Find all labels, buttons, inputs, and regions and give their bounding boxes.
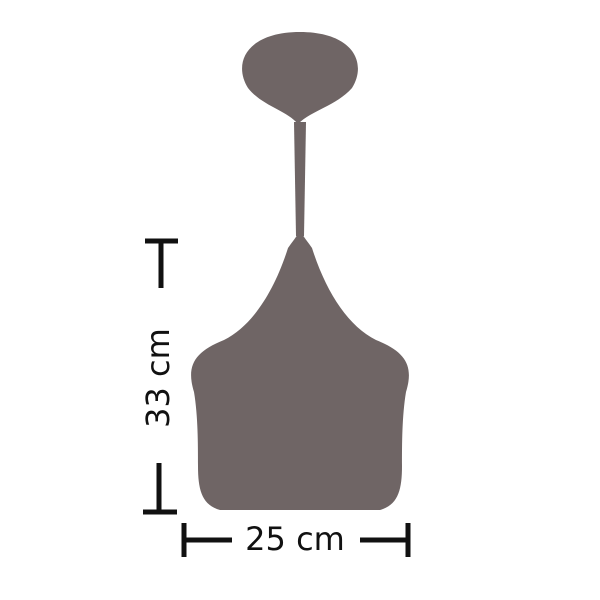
- ceiling-canopy: [242, 32, 358, 124]
- width-dimension-label: 25 cm: [245, 520, 345, 558]
- height-dimension-bottom-marker: [143, 463, 177, 515]
- height-dimension-top-marker: [145, 238, 178, 288]
- lamp-shade: [191, 230, 409, 510]
- width-dimension-left-marker: [181, 523, 232, 557]
- height-dimension-label: 33 cm: [139, 328, 177, 428]
- width-dimension-right-marker: [360, 523, 411, 557]
- lamp-cord: [294, 122, 306, 236]
